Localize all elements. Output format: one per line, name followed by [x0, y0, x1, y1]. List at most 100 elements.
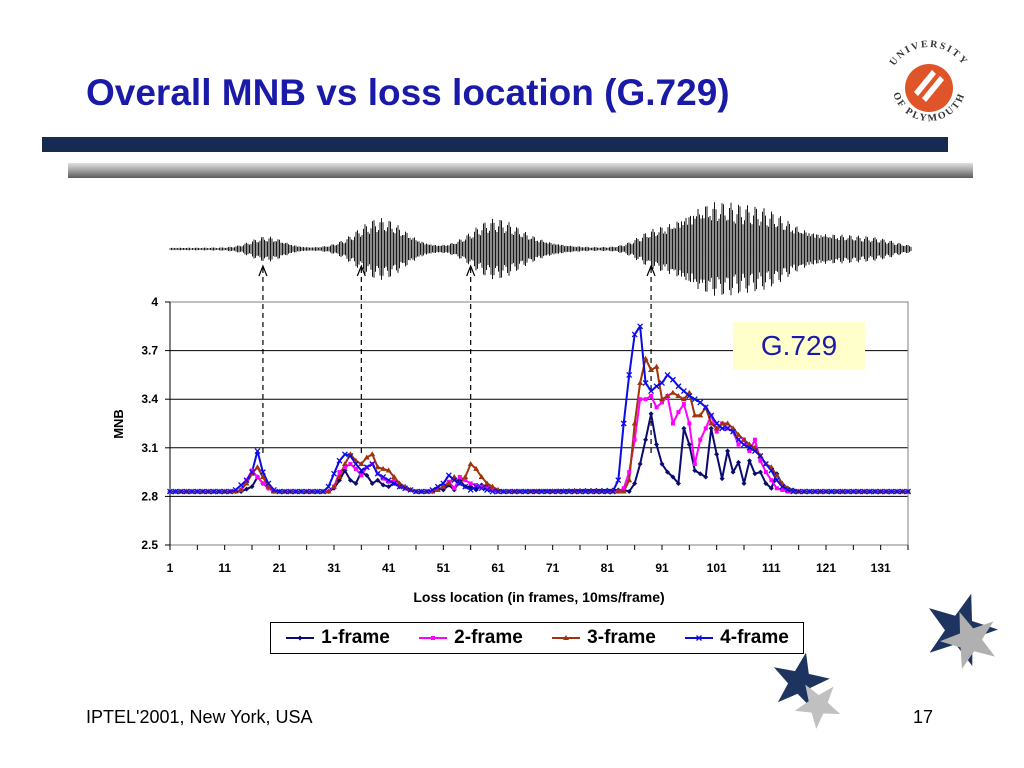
data-point	[730, 428, 737, 435]
data-point	[642, 355, 649, 361]
data-point	[199, 488, 206, 495]
data-point	[385, 477, 392, 484]
legend-swatch	[286, 635, 315, 641]
data-point	[396, 483, 403, 490]
data-point	[353, 466, 358, 471]
data-point	[680, 388, 687, 395]
data-point	[473, 483, 480, 490]
data-point	[375, 477, 381, 483]
codec-callout: G.729	[733, 322, 865, 370]
series-line-2-frame	[170, 395, 908, 493]
arrow-up-icon	[356, 264, 366, 277]
data-point	[692, 462, 697, 466]
data-point	[221, 488, 228, 495]
data-point	[664, 392, 671, 398]
data-point	[205, 488, 212, 495]
data-point	[250, 468, 254, 473]
data-point	[735, 431, 742, 437]
data-point	[485, 486, 490, 491]
data-point	[445, 472, 452, 479]
data-point	[270, 486, 277, 493]
data-point	[769, 478, 774, 483]
data-point	[751, 444, 758, 450]
data-point	[725, 448, 731, 454]
slide-title: Overall MNB vs loss location (G.729)	[86, 72, 730, 113]
data-point	[713, 425, 720, 431]
data-point	[779, 483, 786, 490]
data-point	[779, 480, 786, 486]
data-point	[563, 635, 570, 640]
data-point	[325, 488, 332, 494]
data-point	[369, 480, 375, 486]
data-point	[609, 488, 616, 495]
series-line-3-frame	[170, 357, 908, 493]
data-point	[331, 483, 337, 489]
data-point	[762, 461, 769, 467]
data-point	[380, 482, 386, 488]
data-point	[385, 467, 392, 473]
arrow-up-icon	[258, 264, 268, 277]
arrow-up-icon	[258, 264, 656, 455]
data-point	[686, 442, 692, 448]
data-point	[758, 458, 763, 463]
data-point	[676, 410, 681, 415]
data-point	[391, 480, 398, 487]
data-point	[369, 451, 376, 457]
arrow-up-icon	[466, 264, 476, 277]
x-tick-label: 51	[437, 561, 451, 575]
legend-label: 4-frame	[720, 627, 789, 648]
data-point	[664, 469, 670, 475]
y-tick-label: 3.4	[141, 392, 158, 406]
data-point	[216, 488, 223, 495]
waveform-trace	[169, 202, 912, 296]
data-point	[828, 488, 835, 495]
data-point	[418, 488, 425, 495]
legend-label: 1-frame	[321, 627, 390, 648]
data-point	[823, 488, 829, 495]
data-point	[736, 442, 741, 447]
data-point	[462, 473, 469, 479]
data-point	[341, 451, 348, 458]
data-point	[659, 461, 665, 467]
data-point	[784, 486, 791, 493]
data-point	[795, 488, 802, 495]
data-point	[736, 459, 742, 465]
data-point	[833, 488, 840, 495]
data-point	[359, 473, 364, 478]
data-point	[735, 436, 742, 443]
x-tick-label: 111	[762, 561, 781, 575]
data-point	[719, 425, 726, 432]
data-point	[746, 444, 753, 451]
data-point	[238, 482, 245, 489]
data-point	[358, 461, 365, 466]
data-point	[303, 488, 310, 495]
data-point	[298, 488, 305, 495]
data-point	[773, 477, 780, 484]
data-point	[730, 425, 737, 431]
data-point	[631, 420, 638, 426]
data-point	[817, 488, 824, 495]
star-icon	[940, 611, 995, 669]
data-point	[566, 488, 573, 495]
x-tick-label: 11	[218, 561, 231, 575]
data-point	[516, 488, 523, 495]
data-point	[691, 412, 698, 418]
data-point	[538, 488, 545, 495]
data-point	[675, 392, 682, 398]
data-point	[730, 469, 736, 475]
data-point	[511, 488, 518, 495]
data-point	[363, 464, 370, 471]
data-point	[386, 479, 391, 484]
data-point	[741, 436, 747, 442]
data-point	[643, 437, 649, 443]
data-point	[697, 412, 704, 418]
data-point	[615, 488, 622, 494]
data-point	[445, 480, 452, 486]
data-point	[724, 420, 731, 426]
data-point	[757, 469, 763, 475]
data-point	[352, 461, 359, 467]
data-point	[500, 488, 507, 495]
x-tick-label: 91	[655, 561, 669, 575]
data-point	[582, 488, 589, 495]
